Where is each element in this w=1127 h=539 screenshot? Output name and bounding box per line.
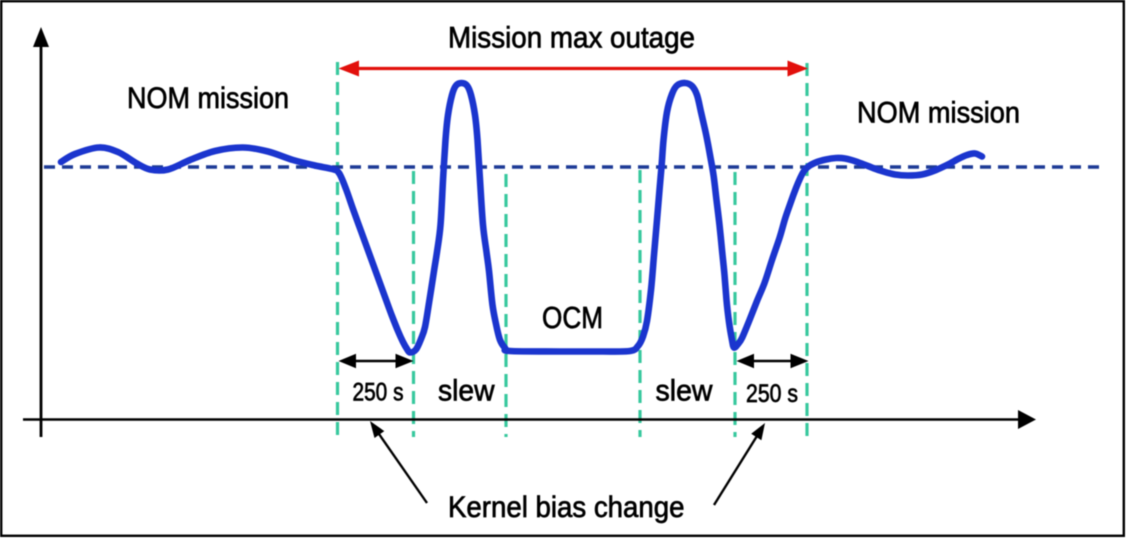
- svg-text:OCM: OCM: [542, 300, 603, 335]
- svg-text:slew: slew: [438, 375, 495, 408]
- svg-text:Kernel bias change: Kernel bias change: [448, 491, 685, 524]
- svg-text:slew: slew: [656, 375, 713, 408]
- svg-text:NOM mission: NOM mission: [127, 82, 289, 115]
- svg-text:250 s: 250 s: [746, 380, 798, 408]
- svg-text:250 s: 250 s: [353, 379, 404, 407]
- svg-text:NOM mission: NOM mission: [857, 97, 1020, 130]
- svg-text:Mission max outage: Mission max outage: [448, 22, 695, 55]
